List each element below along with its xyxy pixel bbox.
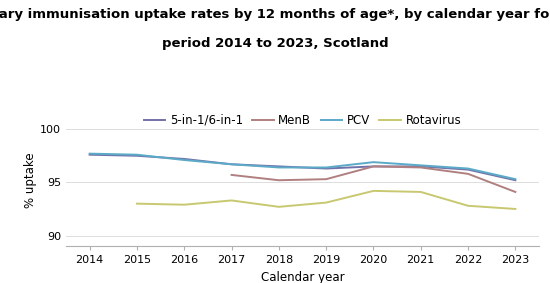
MenB — [370, 165, 377, 168]
PCV — [417, 164, 424, 167]
5-in-1/6-in-1 — [228, 162, 235, 166]
PCV — [86, 152, 93, 155]
5-in-1/6-in-1 — [276, 165, 282, 168]
PCV — [276, 166, 282, 169]
Rotavirus — [323, 201, 329, 204]
5-in-1/6-in-1 — [512, 179, 519, 182]
MenB — [417, 166, 424, 169]
Rotavirus — [181, 203, 188, 206]
MenB — [228, 173, 235, 177]
Line: PCV: PCV — [90, 154, 515, 179]
5-in-1/6-in-1 — [181, 157, 188, 161]
5-in-1/6-in-1 — [417, 165, 424, 168]
PCV — [370, 160, 377, 164]
Legend: 5-in-1/6-in-1, MenB, PCV, Rotavirus: 5-in-1/6-in-1, MenB, PCV, Rotavirus — [139, 109, 466, 132]
5-in-1/6-in-1 — [86, 153, 93, 156]
Rotavirus — [134, 202, 140, 205]
PCV — [465, 167, 471, 170]
Rotavirus — [228, 199, 235, 202]
PCV — [512, 177, 519, 181]
Rotavirus — [276, 205, 282, 209]
MenB — [465, 172, 471, 175]
Line: 5-in-1/6-in-1: 5-in-1/6-in-1 — [90, 155, 515, 180]
MenB — [512, 190, 519, 194]
Line: Rotavirus: Rotavirus — [137, 191, 515, 209]
Line: MenB: MenB — [232, 166, 515, 192]
5-in-1/6-in-1 — [323, 167, 329, 170]
PCV — [134, 153, 140, 156]
Y-axis label: % uptake: % uptake — [24, 152, 37, 207]
MenB — [323, 177, 329, 181]
Text: Primary immunisation uptake rates by 12 months of age*, by calendar year for the: Primary immunisation uptake rates by 12 … — [0, 8, 550, 22]
Rotavirus — [465, 204, 471, 207]
MenB — [276, 179, 282, 182]
Rotavirus — [417, 190, 424, 194]
5-in-1/6-in-1 — [370, 165, 377, 168]
5-in-1/6-in-1 — [134, 154, 140, 157]
5-in-1/6-in-1 — [465, 168, 471, 171]
PCV — [228, 162, 235, 166]
Text: period 2014 to 2023, Scotland: period 2014 to 2023, Scotland — [162, 37, 388, 50]
X-axis label: Calendar year: Calendar year — [261, 271, 344, 283]
PCV — [181, 158, 188, 162]
Rotavirus — [370, 189, 377, 192]
Rotavirus — [512, 207, 519, 211]
PCV — [323, 166, 329, 169]
